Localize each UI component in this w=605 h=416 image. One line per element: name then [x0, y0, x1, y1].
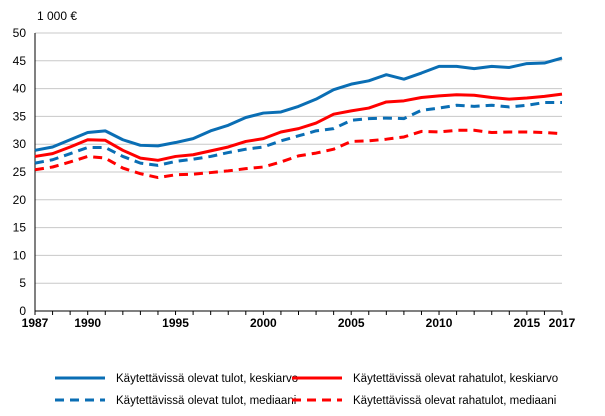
series-line-4	[34, 128, 563, 180]
y-tick-label: 45	[13, 54, 27, 68]
legend-label: Käytettävissä olevat tulot, mediaani	[116, 395, 296, 407]
y-tick-label: 50	[13, 26, 27, 40]
x-tick-label: 2015	[514, 316, 541, 330]
series-line-1	[34, 56, 563, 152]
legend-label: Käytettävissä olevat rahatulot, mediaani	[353, 395, 556, 407]
series-line-2	[34, 92, 563, 162]
series-line-3	[34, 101, 562, 167]
y-tick-label: 10	[13, 248, 27, 262]
x-tick-label: 1995	[162, 316, 189, 330]
y-tick-label: 35	[13, 109, 27, 123]
legend-label: Käytettävissä olevat rahatulot, keskiarv…	[353, 373, 558, 385]
y-tick-label: 0	[19, 304, 26, 318]
x-tick-label: 2017	[549, 316, 576, 330]
x-tick-label: 1990	[74, 316, 101, 330]
y-tick-label: 5	[19, 276, 26, 290]
y-tick-label: 30	[13, 137, 27, 151]
x-tick-label: 2010	[426, 316, 453, 330]
unit-label: 1 000 €	[37, 9, 77, 23]
x-tick-label: 2000	[250, 316, 277, 330]
x-tick-label: 2005	[338, 316, 365, 330]
y-tick-label: 15	[13, 221, 27, 235]
legend-label: Käytettävissä olevat tulot, keskiarvo	[116, 373, 298, 385]
y-tick-label: 20	[13, 193, 27, 207]
y-tick-label: 40	[13, 82, 27, 96]
x-tick-label: 1987	[22, 316, 49, 330]
y-tick-label: 25	[13, 165, 27, 179]
